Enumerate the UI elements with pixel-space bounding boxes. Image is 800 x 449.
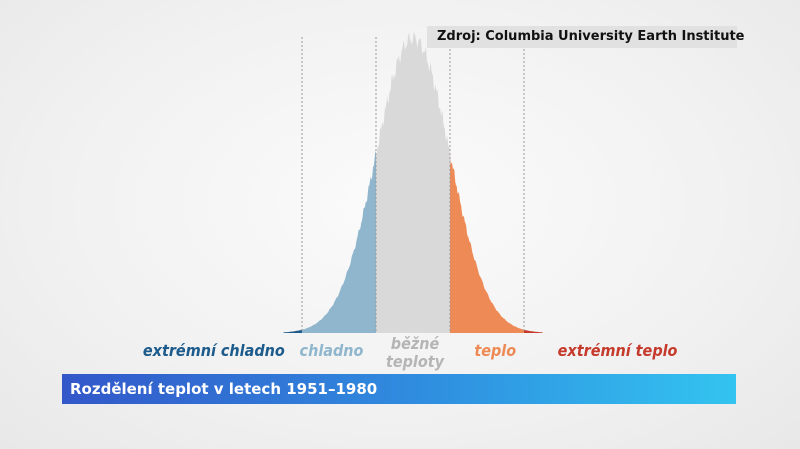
area-2 — [302, 150, 376, 333]
source-label: Zdroj: Columbia University Earth Institu… — [427, 26, 744, 48]
label-cold: chladno — [299, 341, 364, 360]
area-4 — [450, 154, 524, 333]
area-3 — [376, 32, 450, 333]
title-bar: Rozdělení teplot v letech 1951–1980 — [62, 374, 736, 404]
label-normal-temperatures: běžné teploty — [384, 335, 445, 371]
label-warm: teplo — [474, 341, 517, 360]
label-extreme-cold: extrémní chladno — [142, 341, 285, 360]
area-5 — [524, 329, 543, 333]
area-1 — [283, 329, 302, 333]
label-normal-line2: teploty — [385, 352, 445, 371]
label-normal-line1: běžné — [390, 334, 440, 353]
label-extreme-warm: extrémní teplo — [557, 341, 678, 360]
